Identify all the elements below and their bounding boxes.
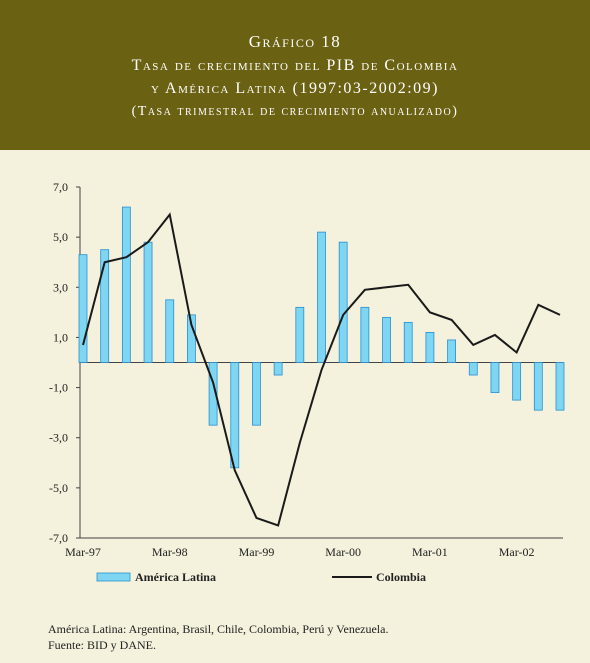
legend-label: Colombia <box>376 570 426 584</box>
chart-subtitle: (Tasa trimestral de crecimiento anualiza… <box>132 104 459 119</box>
x-tick-label: Mar-99 <box>239 545 275 559</box>
legend-label: América Latina <box>135 570 216 584</box>
bar <box>230 362 240 469</box>
y-tick-label: -3,0 <box>49 431 68 445</box>
bar <box>143 241 153 363</box>
y-tick-label: 1,0 <box>53 330 68 344</box>
y-tick-label: 5,0 <box>53 230 68 244</box>
x-tick-label: Mar-01 <box>412 545 448 559</box>
x-tick-label: Mar-98 <box>152 545 188 559</box>
note: Fuente: BID y DANE. <box>48 638 156 652</box>
y-tick-label: -7,0 <box>49 531 68 545</box>
legend-swatch <box>96 572 131 582</box>
chart-title: Gráfico 18 <box>249 32 342 51</box>
y-tick-label: -5,0 <box>49 481 68 495</box>
bar <box>187 314 196 363</box>
x-tick-label: Mar-00 <box>325 545 361 559</box>
line <box>82 212 561 527</box>
bar <box>338 241 348 363</box>
note: América Latina: Argentina, Brasil, Chile… <box>48 622 388 636</box>
chart-subtitle: y América Latina (1997:03-2002:09) <box>151 80 439 97</box>
bar <box>295 306 305 363</box>
bar <box>468 362 478 376</box>
x-tick-label: Mar-02 <box>499 545 535 559</box>
header-band <box>0 0 590 150</box>
bar <box>425 332 435 363</box>
bar <box>360 306 370 363</box>
bar <box>555 362 565 411</box>
bar <box>533 362 543 411</box>
bar <box>512 362 522 401</box>
y-tick-label: -1,0 <box>49 381 68 395</box>
bar <box>208 362 218 426</box>
bar <box>78 254 88 363</box>
bar <box>121 206 131 363</box>
bar <box>447 339 456 363</box>
bar <box>100 249 110 363</box>
bar <box>403 321 413 363</box>
y-tick-label: 3,0 <box>53 280 68 294</box>
bar <box>273 362 283 376</box>
bar <box>317 231 326 363</box>
bar <box>382 316 391 363</box>
bar <box>252 362 261 426</box>
x-tick-label: Mar-97 <box>65 545 101 559</box>
bar <box>490 362 500 393</box>
bar <box>165 299 175 363</box>
y-tick-label: 7,0 <box>53 180 68 194</box>
chart-subtitle: Tasa de crecimiento del PIB de Colombia <box>132 57 459 74</box>
